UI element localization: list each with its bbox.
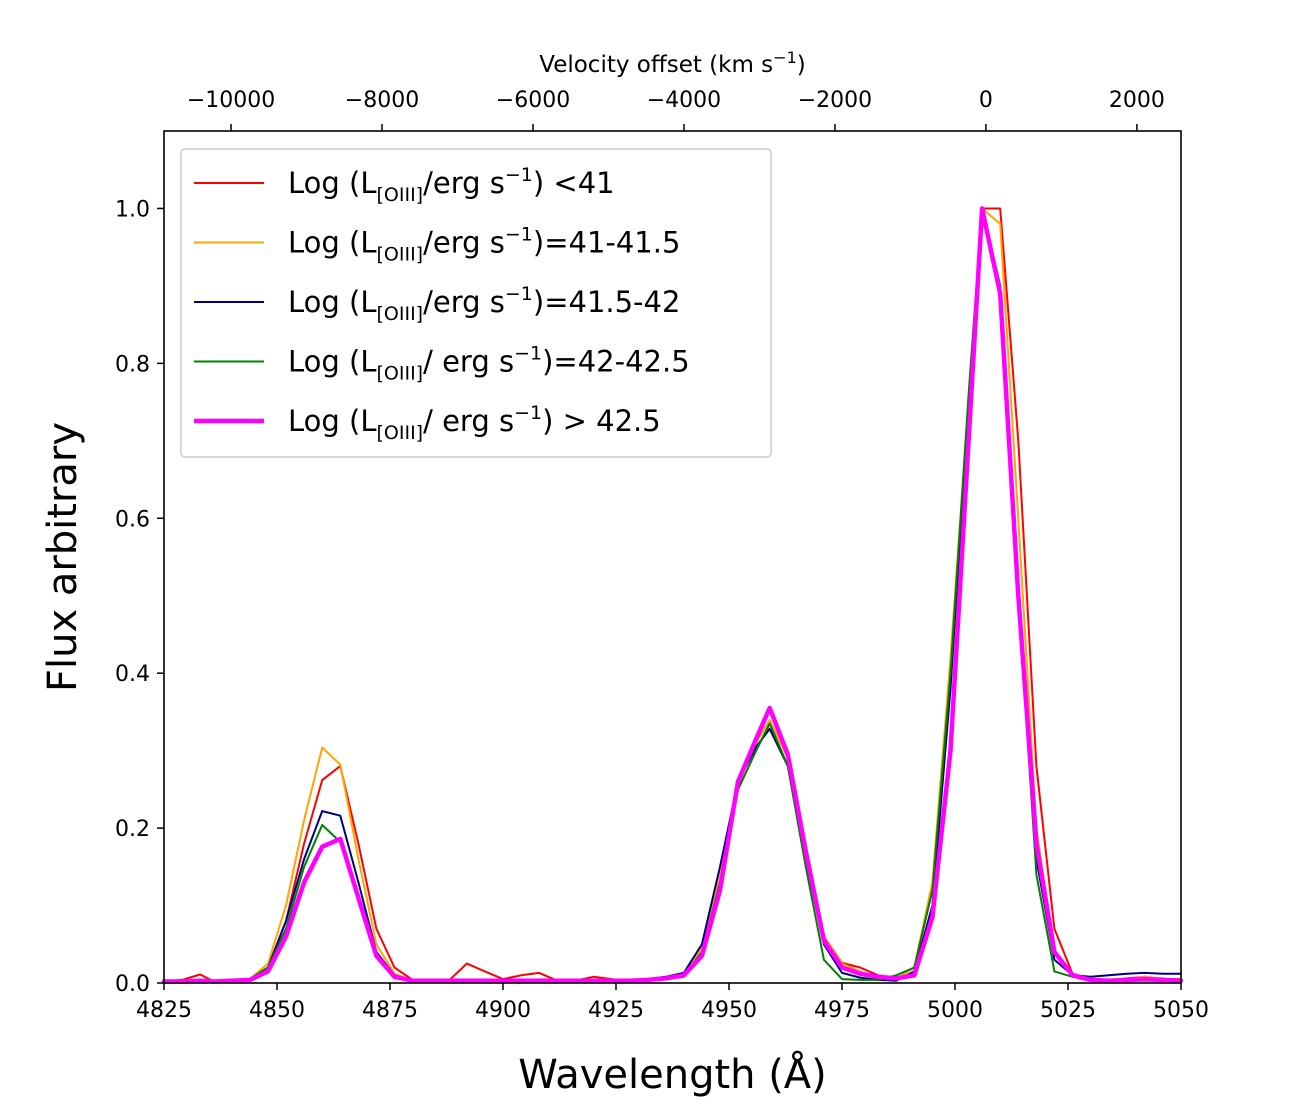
legend-label-sup: −1 [505, 224, 533, 246]
x-tick-label: 4875 [362, 998, 418, 1023]
legend-label-pre: Log (L [288, 285, 377, 319]
legend-label-1: Log (L[OIII]/erg s−1) <41 [288, 164, 615, 206]
legend-label-end: )=42-42.5 [542, 345, 690, 379]
x-tick-label: 4950 [701, 998, 757, 1023]
legend-label-pre: Log (L [288, 345, 377, 379]
top-x-tick-label: −6000 [496, 88, 570, 113]
top-x-tick-label: 2000 [1109, 88, 1165, 113]
top-x-tick-label: 0 [979, 88, 993, 113]
top-axis-title-sup: −1 [773, 48, 797, 67]
top-x-tick-label: −10000 [187, 88, 275, 113]
series-layer [161, 206, 1184, 984]
legend-label-end: )=41.5-42 [533, 285, 681, 319]
legend-label-4: Log (L[OIII]/ erg s−1)=42-42.5 [288, 343, 690, 385]
legend-label-post: / erg s [423, 345, 514, 379]
legend-label-pre: Log (L [288, 166, 377, 200]
legend-label-end: )=41-41.5 [533, 226, 681, 260]
x-tick-label: 5000 [927, 998, 983, 1023]
legend-label-5: Log (L[OIII]/ erg s−1) > 42.5 [288, 402, 661, 444]
x-tick-label: 5025 [1040, 998, 1096, 1023]
y-axis-title: Flux arbitrary [40, 422, 86, 692]
top-axis-title-main: Velocity offset (km s [539, 52, 773, 78]
legend-label-2: Log (L[OIII]/erg s−1)=41-41.5 [288, 224, 680, 266]
y-tick-label: 0.0 [115, 972, 150, 997]
x-tick-label: 5050 [1153, 998, 1209, 1023]
x-tick-label: 4975 [814, 998, 870, 1023]
legend-label-sub: [OIII] [377, 363, 424, 385]
legend-label-end: ) <41 [533, 166, 615, 200]
legend-label-sup: −1 [514, 343, 542, 365]
x-tick-label: 4850 [249, 998, 305, 1023]
legend-label-3: Log (L[OIII]/erg s−1)=41.5-42 [288, 283, 680, 325]
plot-frame [163, 130, 1182, 984]
legend-label-end: ) > 42.5 [542, 404, 661, 438]
top-x-tick-label: −2000 [798, 88, 872, 113]
top-x-tick-label: −4000 [647, 88, 721, 113]
x-axis-title: Wavelength (Å) [518, 1050, 827, 1098]
x-tick-label: 4925 [588, 998, 644, 1023]
legend-label-sup: −1 [514, 402, 542, 424]
legend-label-sup: −1 [505, 164, 533, 186]
x-tick-label: 4900 [475, 998, 531, 1023]
legend-label-post: /erg s [423, 166, 505, 200]
legend-label-sub: [OIII] [377, 303, 424, 325]
axes-layer: 4825 4850 4875 4900 4925 4950 4975 5000 5025 5050… [40, 48, 1209, 1098]
y-tick-label: 0.8 [115, 352, 150, 377]
y-tick-label: 0.6 [115, 507, 150, 532]
legend-label-sup: −1 [505, 283, 533, 305]
legend-label-post: /erg s [423, 285, 505, 319]
legend-label-sub: [OIII] [377, 422, 424, 444]
legend-label-post: / erg s [423, 404, 514, 438]
legend-label-sub: [OIII] [377, 184, 424, 206]
legend-label-post: /erg s [423, 226, 505, 260]
series-line-5 [161, 206, 1184, 984]
legend-label-pre: Log (L [288, 404, 377, 438]
legend-box [180, 148, 772, 458]
y-tick-label: 0.2 [115, 817, 150, 842]
top-axis-title-end: ) [797, 52, 806, 78]
y-tick-label: 0.4 [115, 662, 150, 687]
legend-label-pre: Log (L [288, 226, 377, 260]
legend-label-sub: [OIII] [377, 244, 424, 266]
x-tick-label: 4825 [136, 998, 192, 1023]
top-axis-title: Velocity offset (km s−1) [539, 48, 806, 78]
top-x-tick-label: −8000 [345, 88, 419, 113]
y-tick-label: 1.0 [115, 197, 150, 222]
